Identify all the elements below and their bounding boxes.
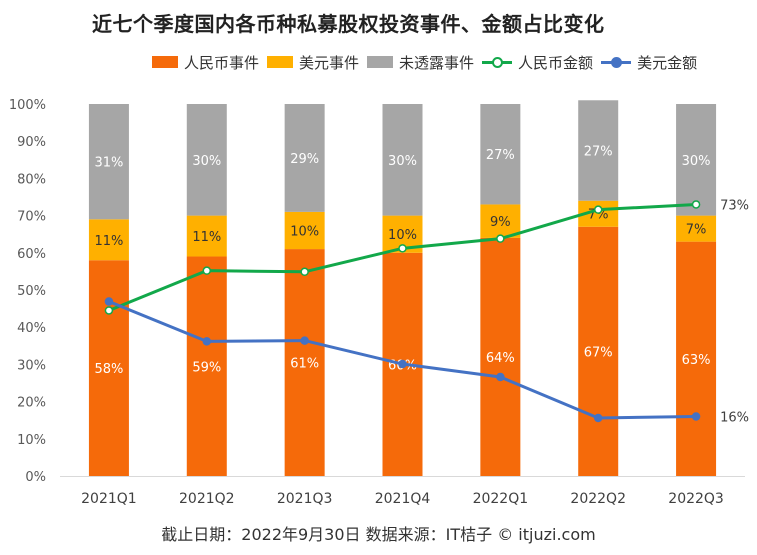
bar-data-label: 27% [486, 148, 515, 163]
bar-segment [88, 219, 129, 261]
bar-data-label: 58% [94, 362, 123, 377]
bar-data-label: 11% [94, 234, 123, 249]
legend-rmb-events-swatch [152, 56, 178, 68]
bar-segment [578, 100, 619, 201]
bar-segment [284, 104, 325, 212]
x-tick-label: 2021Q3 [277, 491, 333, 507]
y-tick-label: 60% [17, 247, 46, 262]
legend-usd-events-swatch [267, 56, 294, 68]
legend-usd-amount-label: 美元金额 [637, 53, 698, 72]
bar-segment [88, 260, 129, 476]
bar-segment [676, 215, 717, 242]
series-point [691, 200, 701, 209]
legend-usd-amount: 美元金额 [601, 52, 697, 73]
legend-usd-amount-line [601, 56, 632, 68]
y-tick-label: 20% [17, 396, 46, 411]
chart-title: 近七个季度国内各币种私募股权投资事件、金额占比变化 [92, 12, 605, 36]
bar-data-label: 61% [290, 357, 319, 372]
bar-data-label: 30% [192, 154, 221, 169]
series-point [300, 336, 309, 345]
legend-rmb-events-label: 人民币事件 [184, 53, 260, 72]
legend-rmb-amount: 人民币金额 [482, 52, 593, 73]
series-point [496, 234, 505, 243]
bar-data-label: 27% [584, 145, 613, 160]
series-point [398, 359, 407, 369]
series-point [496, 372, 505, 382]
bar-data-label: 31% [94, 156, 123, 171]
legend-undisclosed-events: 未透露事件 [367, 52, 474, 73]
bar-segment [382, 104, 423, 216]
y-tick-label: 100% [9, 98, 46, 113]
y-tick-label: 30% [17, 358, 46, 373]
bar-segment [676, 104, 717, 216]
bar-data-label: 9% [490, 215, 511, 230]
bar-data-label: 63% [682, 353, 711, 368]
bar-segment [186, 104, 227, 216]
legend-rmb-amount-label: 人民币金额 [518, 53, 594, 72]
chart-footer: 截止日期：2022年9月30日 数据来源：IT桔子 © itjuzi.com [161, 525, 596, 544]
x-tick-label: 2021Q2 [179, 491, 235, 507]
y-tick-label: 70% [17, 210, 46, 225]
bar-data-label: 29% [290, 152, 319, 167]
y-tick-label: 80% [17, 172, 46, 187]
bar-segment [480, 104, 521, 205]
legend-usd-events-label: 美元事件 [299, 53, 360, 72]
y-tick-label: 50% [17, 284, 46, 299]
chart-legend: 人民币事件 美元事件 未透露事件 人民币金额 美元金额 [152, 52, 697, 72]
legend-rmb-events: 人民币事件 [152, 52, 259, 73]
x-tick-label: 2021Q1 [81, 491, 137, 507]
series-point [202, 337, 212, 346]
y-tick-label: 40% [17, 321, 46, 336]
bar-data-label: 30% [388, 154, 417, 169]
x-tick-label: 2022Q3 [668, 491, 724, 507]
series-point [300, 267, 309, 277]
series-point [202, 266, 212, 275]
bar-segment [676, 241, 717, 476]
bar-segment [480, 204, 521, 238]
series-point [104, 297, 114, 306]
bar-data-label: 11% [192, 230, 221, 245]
bar-segment [186, 256, 227, 476]
bar-data-label: 7% [686, 223, 707, 238]
bar-data-label: 59% [192, 360, 221, 375]
series-point [691, 412, 701, 421]
legend-rmb-amount-line [482, 56, 513, 68]
bar-data-label: 30% [682, 154, 711, 169]
bar-segment [284, 249, 325, 476]
x-tick-label: 2022Q1 [473, 491, 529, 507]
bar-data-label: 10% [290, 224, 319, 239]
series-end-label: 73% [720, 198, 749, 213]
series-point [593, 413, 603, 423]
bar-data-label: 64% [486, 351, 515, 366]
bar-segment [88, 104, 129, 220]
bar-data-label: 67% [584, 345, 613, 360]
bar-segment [480, 237, 521, 476]
bar-segment [578, 226, 619, 476]
legend-undisclosed-events-label: 未透露事件 [399, 53, 475, 72]
series-end-label: 16% [720, 410, 749, 425]
bar-segment [284, 211, 325, 250]
series-point [398, 244, 407, 253]
x-tick-label: 2021Q4 [375, 491, 431, 507]
legend-undisclosed-events-swatch [367, 56, 394, 68]
bar-data-label: 10% [388, 228, 417, 243]
bar-segment [186, 215, 227, 257]
y-tick-label: 90% [17, 135, 46, 150]
x-tick-label: 2022Q2 [570, 491, 626, 507]
y-tick-label: 0% [25, 470, 46, 485]
series-point [593, 205, 603, 214]
legend-usd-events: 美元事件 [267, 52, 359, 73]
y-tick-label: 10% [17, 433, 46, 448]
series-point [104, 306, 114, 315]
